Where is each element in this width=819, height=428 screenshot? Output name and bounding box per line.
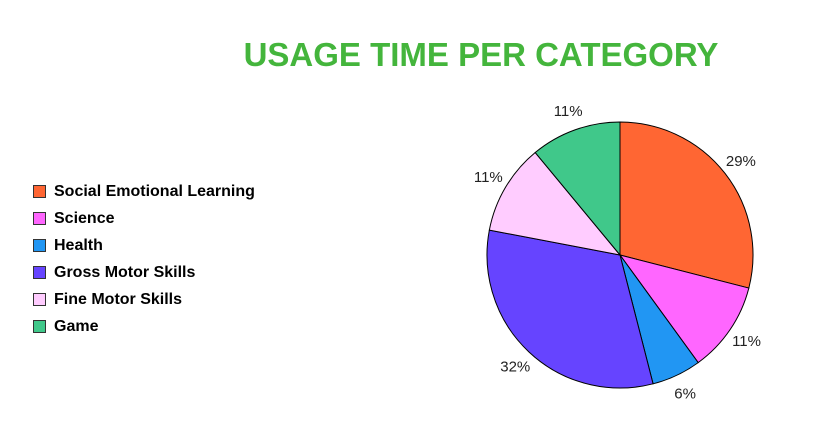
legend-swatch (33, 320, 46, 333)
slice-label: 32% (500, 359, 530, 376)
legend: Social Emotional Learning Science Health Gr… (33, 178, 255, 340)
legend-item: Health (33, 232, 255, 259)
pie-slice (486, 229, 654, 389)
pie-slice (534, 121, 621, 257)
chart-title: USAGE TIME PER CATEGORY (243, 36, 719, 73)
slice-label: 11% (732, 333, 761, 350)
legend-swatch (33, 185, 46, 198)
legend-swatch (33, 212, 46, 225)
legend-label: Fine Motor Skills (54, 290, 183, 308)
slice-label: 29% (726, 153, 756, 170)
pie-slice (488, 151, 622, 256)
legend-label: Science (54, 209, 115, 227)
legend-swatch (33, 239, 46, 252)
pie-slice (619, 121, 754, 289)
legend-swatch (33, 293, 46, 306)
legend-item: Fine Motor Skills (33, 286, 255, 313)
legend-label: Game (54, 317, 99, 335)
legend-item: Social Emotional Learning (33, 178, 255, 205)
legend-swatch (33, 266, 46, 279)
legend-label: Gross Motor Skills (54, 263, 196, 281)
legend-label: Social Emotional Learning (54, 182, 255, 200)
pie-slice (618, 254, 750, 364)
slice-label: 11% (554, 103, 583, 120)
legend-label: Health (54, 236, 103, 254)
legend-item: Science (33, 205, 255, 232)
legend-item: Game (33, 313, 255, 340)
legend-item: Gross Motor Skills (33, 259, 255, 286)
slice-label: 11% (474, 169, 503, 186)
slice-label: 6% (674, 385, 696, 402)
